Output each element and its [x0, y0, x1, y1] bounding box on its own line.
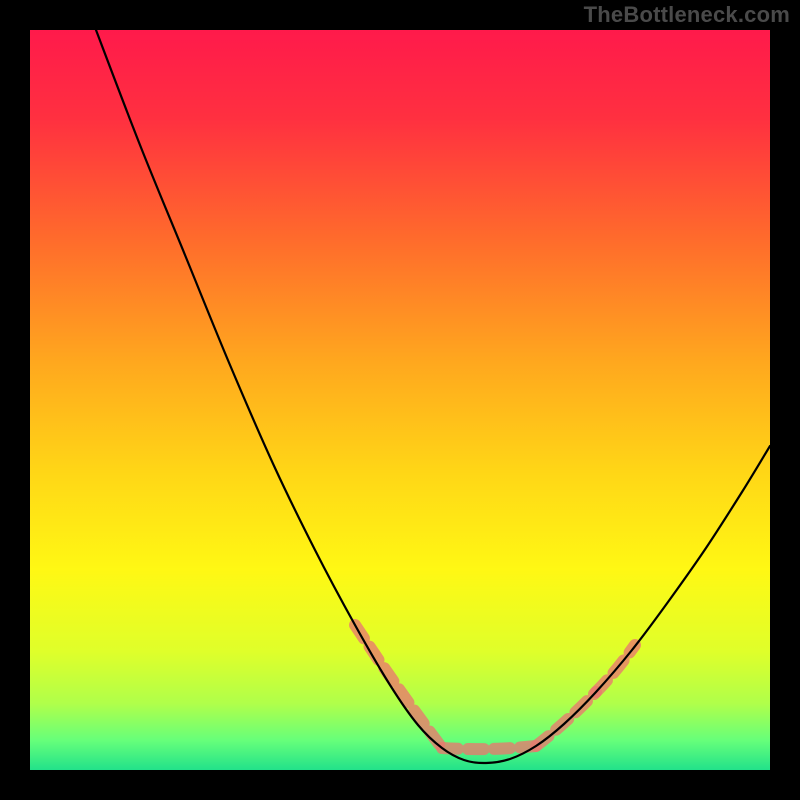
- band-group: [355, 625, 635, 749]
- bottleneck-curve: [96, 30, 770, 763]
- band-segment: [355, 625, 442, 748]
- band-segment: [442, 746, 536, 749]
- plot-area: [30, 30, 770, 770]
- chart-frame: TheBottleneck.com: [0, 0, 800, 800]
- curve-layer: [30, 30, 770, 770]
